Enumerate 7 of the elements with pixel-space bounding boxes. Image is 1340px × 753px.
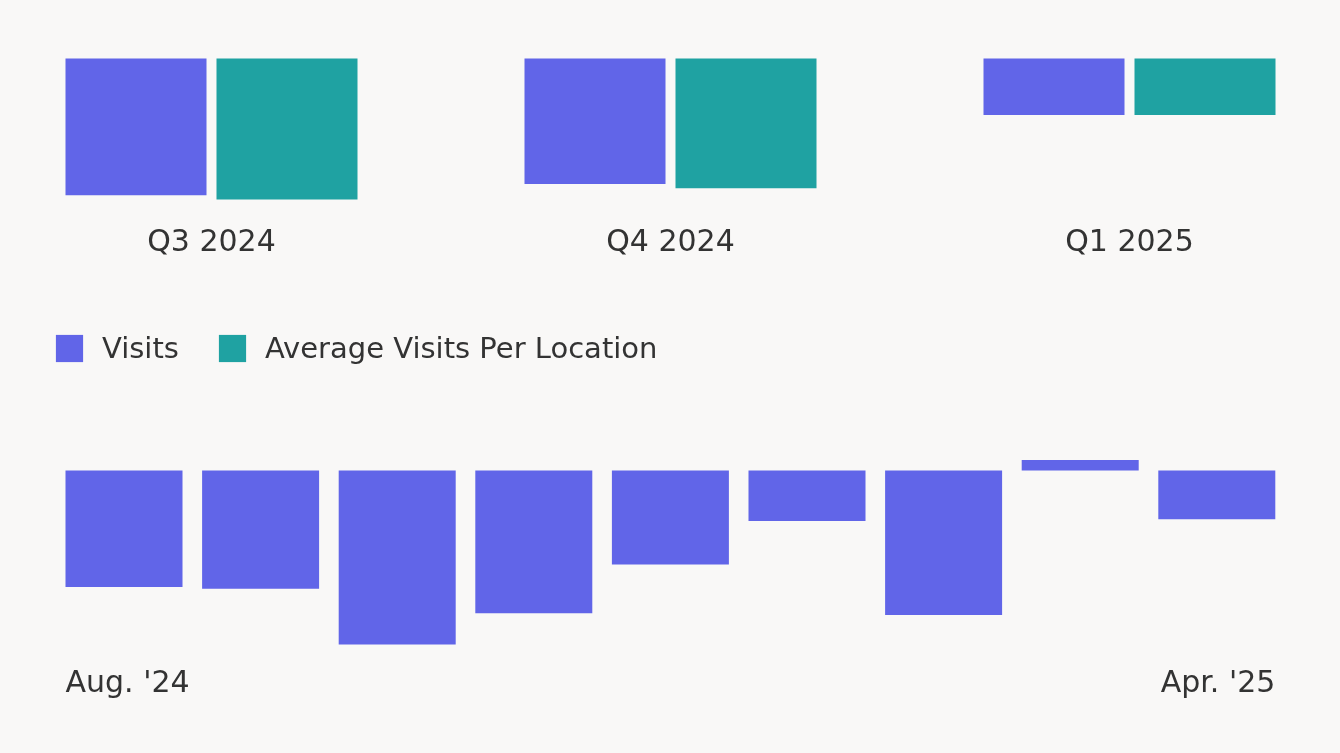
x-tick-label: Q3 2024 — [147, 223, 276, 258]
x-tick-label: Apr. '25 — [1160, 664, 1276, 699]
legend-label: Average Visits Per Location — [264, 331, 658, 365]
legend-label: Visits — [102, 331, 179, 365]
x-tick-label: Q4 2024 — [606, 223, 735, 258]
x-tick-label: Aug. '24 — [65, 664, 190, 699]
x-tick-label: Q1 2025 — [1065, 223, 1194, 258]
